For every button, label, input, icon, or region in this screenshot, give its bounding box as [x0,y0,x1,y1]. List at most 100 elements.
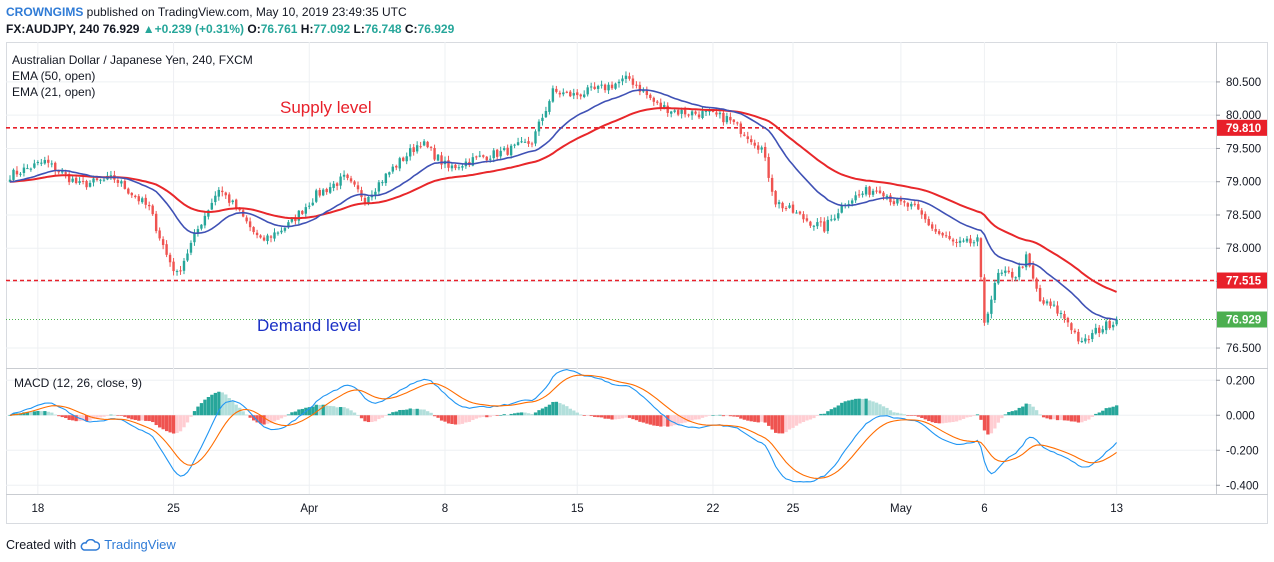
candle-body [1042,300,1045,304]
macd-histogram-bar [332,406,336,416]
macd-histogram-bar [182,415,186,428]
macd-histogram-bar [899,413,903,416]
macd-histogram-bar [325,405,329,416]
macd-histogram-bar [165,415,169,432]
candle-body [203,215,207,226]
candle-body [269,236,273,238]
candle-body [1007,270,1010,273]
macd-histogram-bar [335,407,339,416]
candle-body [527,141,530,144]
macd-histogram-bar [572,410,576,416]
quote-line: FX:AUDJPY, 240 76.929 ▲+0.239 (+0.31%) O… [6,21,454,38]
candle-body [864,187,868,195]
candle-body [165,244,168,255]
macd-histogram-bar [495,415,499,416]
candle-body [1014,277,1017,279]
macd-histogram-bar [958,415,962,421]
candle-body [71,178,74,182]
candle-body [541,117,544,122]
candle-body [530,143,534,145]
macd-histogram-bar [29,412,33,416]
candle-body [475,156,478,158]
macd-histogram-bar [575,412,579,416]
macd-histogram-bar [526,413,531,416]
candle-body [235,199,238,209]
candle-body [983,277,986,323]
candle-body [569,91,572,97]
candle-body [596,85,600,89]
macd-histogram-bar [937,415,941,424]
macd-histogram-bar [349,410,353,416]
candle-body [725,116,729,123]
macd-histogram-bar [954,415,959,422]
macd-histogram-bar [439,415,444,421]
macd-histogram-bar [687,415,691,422]
candle-body [207,210,210,217]
candle-body [784,207,788,209]
candle-body [854,195,857,201]
macd-histogram-bar [168,415,172,433]
macd-histogram-bar [25,411,30,416]
macd-histogram-bar [1035,410,1039,416]
candle-body [78,181,81,183]
legend-title: Australian Dollar / Japanese Yen, 240, F… [12,53,253,67]
author-name[interactable]: CROWNGIMS [6,5,84,19]
candle-body [489,158,492,160]
candle-body [565,91,568,93]
macd-histogram-bar [547,404,552,416]
macd-histogram-bar [847,400,851,416]
macd-histogram-bar [690,415,694,421]
macd-histogram-bar [279,415,284,419]
candle-body [433,147,436,160]
chart-frame[interactable]: 80.50080.00079.50079.00078.50078.00077.5… [6,42,1268,524]
supply-level-label: Supply level [280,98,372,117]
macd-histogram-bar [133,415,137,420]
candle-body [217,189,220,197]
candle-body [1004,270,1007,273]
macd-histogram-bar [941,415,945,424]
candle-body [287,222,290,228]
candle-body [92,178,95,183]
candle-body [1098,327,1101,333]
candle-body [85,180,88,188]
macd-histogram-bar [102,415,106,417]
chart-svg[interactable]: 80.50080.00079.50079.00078.50078.00077.5… [6,42,1268,524]
candle-body [781,202,784,209]
candles[interactable] [8,71,1118,345]
tradingview-brand[interactable]: TradingView [104,537,176,552]
candle-body [1070,323,1073,331]
macd-histogram-bar [380,415,385,418]
candle-body [22,167,26,173]
macd-histogram-bar [582,415,586,416]
candle-body [255,232,259,236]
candle-body [1077,331,1080,342]
macd-histogram-bar [1028,404,1032,416]
macd-histogram-bar [1104,408,1108,416]
macd-histogram-bar [478,415,482,418]
candle-body [1056,305,1059,314]
macd-histogram-bar [1062,415,1067,421]
candle-body [478,155,481,157]
macd-histogram-bar [565,406,569,416]
macd-histogram-bar [39,411,44,416]
candle-body [346,174,349,179]
candle-body [1049,301,1052,306]
candle-body [892,201,896,205]
candle-body [374,191,377,196]
candle-body [955,241,958,243]
macd-histogram-bar [1090,415,1094,417]
candle-body [294,217,297,222]
candle-body [1011,271,1014,278]
macd-histogram-bar [1003,414,1007,416]
candle-body [910,203,913,207]
candle-body [245,217,248,222]
macd-line [9,369,1118,483]
macd-histogram-bar [481,415,485,417]
macd-histogram-bar [492,415,496,416]
macd-histogram-bar [234,404,238,416]
candle-body [649,94,652,98]
macd-histogram-bar [1017,407,1021,416]
macd-histogram-bar [836,405,840,416]
macd-histogram-bar [815,415,820,416]
macd-histogram-bar [293,411,298,416]
